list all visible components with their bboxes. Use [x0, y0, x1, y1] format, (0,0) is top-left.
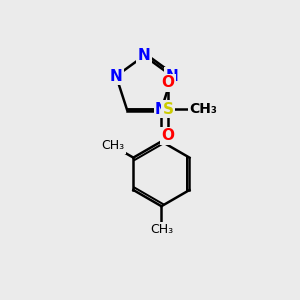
Text: O: O — [161, 128, 175, 143]
Text: O: O — [161, 75, 175, 90]
Text: N: N — [155, 101, 168, 116]
Text: S: S — [163, 101, 173, 116]
Text: CH₃: CH₃ — [101, 139, 124, 152]
Text: N: N — [110, 69, 122, 84]
Text: N: N — [166, 69, 178, 84]
Text: CH₃: CH₃ — [150, 223, 173, 236]
Text: N: N — [138, 48, 151, 63]
Text: CH₃: CH₃ — [189, 102, 217, 116]
